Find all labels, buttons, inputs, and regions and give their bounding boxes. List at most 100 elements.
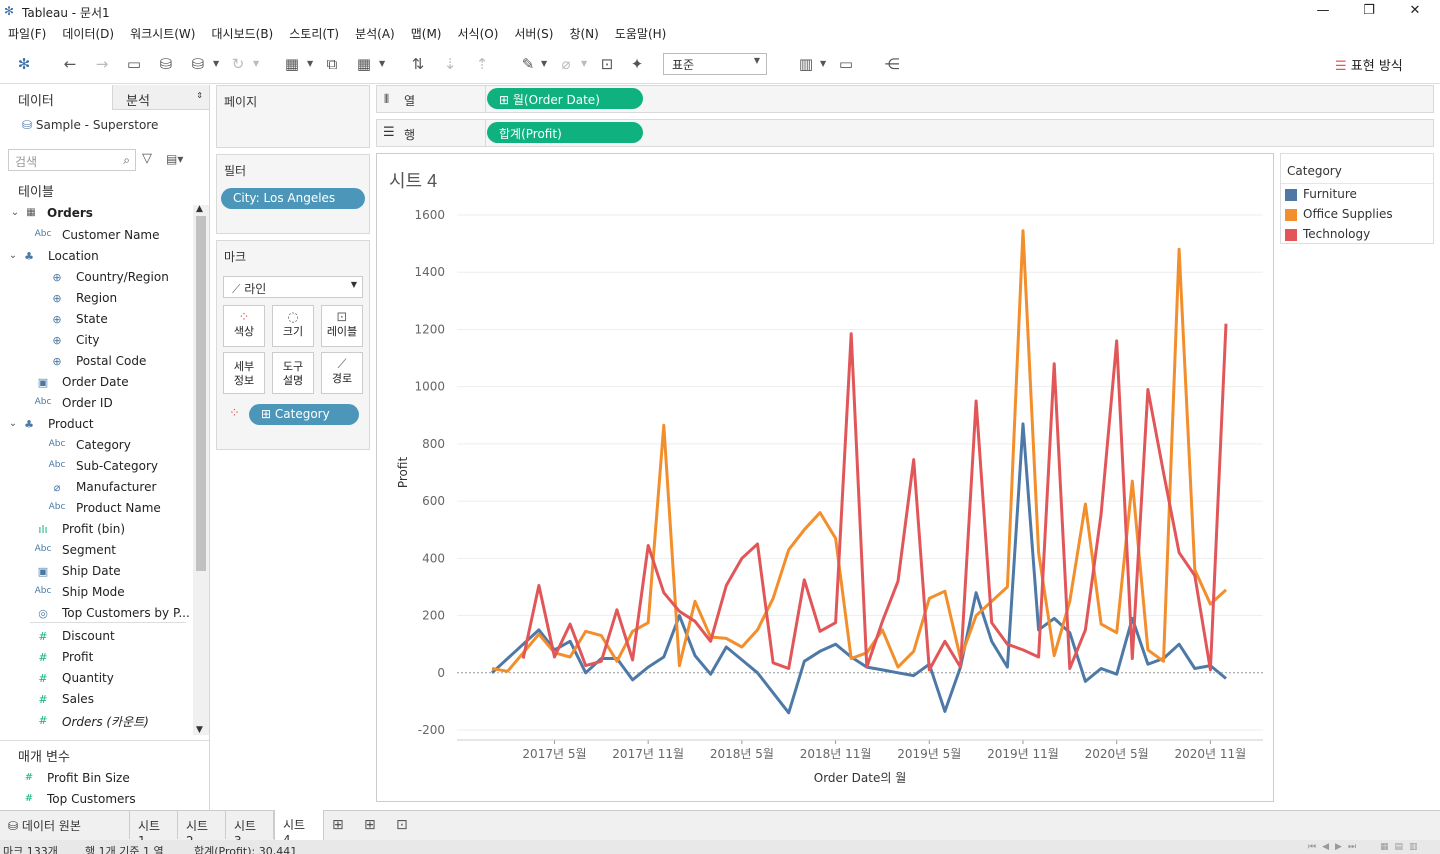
field-item[interactable]: ♣ ⌄ Product [9, 415, 170, 436]
field-item[interactable]: Abc Segment [34, 541, 184, 562]
dropdown-icon[interactable]: ▼ [253, 59, 260, 68]
close-button[interactable]: ✕ [1409, 3, 1421, 18]
field-item[interactable]: # Profit [34, 648, 184, 669]
field-item[interactable]: ▣ Order Date [34, 373, 184, 394]
dropdown-icon[interactable]: ▼ [581, 59, 588, 68]
field-scrollbar-thumb[interactable] [196, 216, 206, 571]
dropdown-icon[interactable]: ▼ [379, 59, 386, 68]
sheet-nav-icon[interactable]: ⏮◀▶⏭ [1308, 842, 1363, 852]
tab-sheet-1[interactable]: 시트 1 [130, 811, 178, 848]
new-dashboard-icon[interactable]: ⊞ [364, 817, 376, 833]
refresh-icon[interactable]: ↻ [231, 55, 245, 73]
field-item[interactable]: Abc Sub-Category [48, 457, 198, 478]
new-datasource-icon[interactable]: ⛁ [159, 55, 173, 73]
field-item[interactable]: ⊕ Region [48, 289, 198, 310]
menu-map[interactable]: 맵(M) [410, 27, 442, 41]
show-me-button[interactable]: ☰ 표현 방식 [1335, 55, 1403, 74]
sheet-view-icon[interactable]: ▦▤▥ [1380, 842, 1424, 852]
save-icon[interactable]: ▭ [126, 55, 142, 73]
new-worksheet-icon[interactable]: ▦ [284, 55, 300, 73]
scroll-up-icon[interactable]: ▲ [196, 204, 203, 214]
tab-data[interactable]: 데이터 [0, 85, 112, 110]
columns-pill[interactable]: ⊞ 월(Order Date) [487, 88, 643, 109]
field-item[interactable]: ⊕ Postal Code [48, 352, 198, 373]
restore-button[interactable]: ❐ [1363, 3, 1375, 18]
dropdown-icon[interactable]: ▼ [820, 59, 827, 68]
field-item[interactable]: # Sales [34, 690, 184, 711]
menu-analysis[interactable]: 분석(A) [355, 27, 395, 41]
dropdown-icon[interactable]: ▼ [213, 59, 220, 68]
label-button[interactable]: ⊡ 레이블 [321, 305, 363, 347]
menu-dashboard[interactable]: 대시보드(B) [211, 27, 274, 41]
field-item[interactable]: ♣ ⌄ Location [9, 247, 170, 268]
menu-help[interactable]: 도움말(H) [614, 27, 667, 41]
field-item[interactable]: ⊕ City [48, 331, 198, 352]
field-item[interactable]: Abc Ship Mode [34, 583, 184, 604]
filter-icon[interactable]: ▽ [142, 151, 152, 166]
menu-window[interactable]: 창(N) [569, 27, 599, 41]
menu-format[interactable]: 서식(O) [457, 27, 499, 41]
pause-updates-icon[interactable]: ⛁ [191, 55, 205, 73]
search-input[interactable]: 검색 ⌕ [8, 149, 136, 171]
tab-analysis[interactable]: 분석 ⇕ [112, 85, 209, 110]
mark-type-select[interactable]: ⟋ 라인 ▼ [223, 276, 363, 298]
color-category-pill[interactable]: ⊞ Category [249, 404, 359, 425]
new-story-icon[interactable]: ⊡ [396, 817, 408, 833]
share-icon[interactable]: ⋲ [884, 55, 900, 73]
menu-story[interactable]: 스토리(T) [289, 27, 340, 41]
tooltip-button[interactable]: 도구 설명 [272, 352, 314, 394]
detail-button[interactable]: 세부 정보 [223, 352, 265, 394]
field-item[interactable]: Abc Category [48, 436, 198, 457]
field-item[interactable]: Abc Customer Name [34, 226, 184, 247]
field-item[interactable]: ◎ Top Customers by P... [34, 604, 190, 625]
tab-datasource[interactable]: ⛁ 데이터 원본 [0, 811, 130, 839]
menu-worksheet[interactable]: 워크시트(W) [130, 27, 196, 41]
field-item[interactable]: # Discount [34, 627, 184, 648]
path-button[interactable]: ⟋ 경로 [321, 352, 363, 394]
fit-select[interactable]: 표준 ▼ [663, 53, 767, 75]
legend-item[interactable]: Furniture [1285, 186, 1431, 204]
group-icon[interactable]: ⌀ [561, 55, 571, 73]
undo-icon[interactable]: ← [63, 55, 77, 73]
legend-item[interactable]: Office Supplies [1285, 206, 1431, 224]
filters-card[interactable]: 필터 City: Los Angeles [216, 154, 370, 234]
field-item[interactable]: ▣ Ship Date [34, 562, 184, 583]
legend-item[interactable]: Technology [1285, 226, 1431, 244]
menu-server[interactable]: 서버(S) [514, 27, 554, 41]
dropdown-icon[interactable]: ▼ [541, 59, 548, 68]
menu-data[interactable]: 데이터(D) [62, 27, 115, 41]
table-orders[interactable]: ⌄ ▦ Orders [6, 204, 192, 225]
pages-card[interactable]: 페이지 [216, 85, 370, 148]
columns-shelf[interactable]: ⫴ 열 ⊞ 월(Order Date) [376, 85, 1434, 113]
tab-sheet-3[interactable]: 시트 3 [226, 811, 274, 848]
minimize-button[interactable]: — [1316, 3, 1330, 18]
datasource-item[interactable]: ⛁ Sample - Superstore [22, 118, 158, 132]
dropdown-icon[interactable]: ▼ [307, 59, 314, 68]
clear-sheet-icon[interactable]: ▦ [356, 55, 372, 73]
field-item[interactable]: Abc Product Name [48, 499, 198, 520]
tab-sheet-4[interactable]: 시트 4 [274, 810, 324, 847]
duplicate-sheet-icon[interactable]: ⧉ [326, 55, 338, 73]
menu-file[interactable]: 파일(F) [8, 27, 47, 41]
field-item[interactable]: Abc Order ID [34, 394, 184, 415]
field-item[interactable]: # Quantity [34, 669, 184, 690]
rows-pill[interactable]: 합계(Profit) [487, 122, 643, 143]
sort-descending-icon[interactable]: ⇡ [475, 55, 489, 73]
color-button[interactable]: ⁘ 색상 [223, 305, 265, 347]
tab-sheet-2[interactable]: 시트 2 [178, 811, 226, 848]
show-labels-icon[interactable]: ⊡ [600, 55, 614, 73]
tableau-home-icon[interactable]: ✻ [17, 55, 31, 73]
color-legend[interactable]: Category Furniture Office Supplies Techn… [1280, 153, 1434, 244]
show-cards-icon[interactable]: ▥ [798, 55, 814, 73]
field-item[interactable]: ⊕ State [48, 310, 198, 331]
presentation-mode-icon[interactable]: ▭ [838, 55, 854, 73]
field-item[interactable]: ılı Profit (bin) [34, 520, 184, 541]
parameter-item[interactable]: # Top Customers [20, 790, 190, 811]
scroll-down-icon[interactable]: ▼ [196, 725, 203, 735]
highlight-icon[interactable]: ✎ [521, 55, 535, 73]
field-item[interactable]: # Orders (카운트) [34, 711, 184, 732]
field-item[interactable]: ⊕ Country/Region [48, 268, 198, 289]
line-chart[interactable]: 시트 4 -200 0 200 400 600 800 1000 1200 1400 1600 201… [377, 154, 1273, 801]
redo-icon[interactable]: → [95, 55, 109, 73]
new-worksheet-icon[interactable]: ⊞ [332, 817, 344, 833]
